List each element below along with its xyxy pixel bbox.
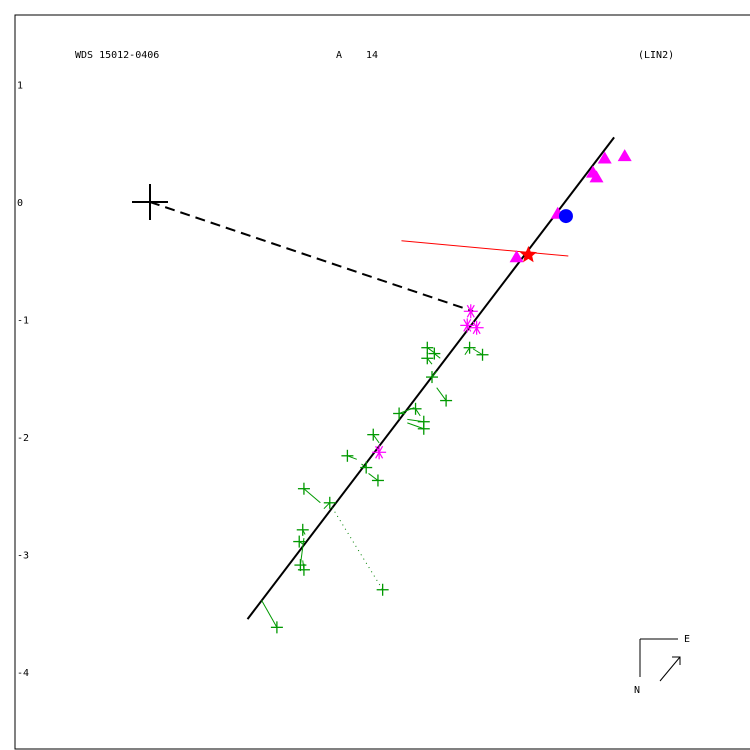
y-tick-label: -2 [17, 433, 29, 444]
asterisk-point [372, 445, 387, 460]
plus-point [440, 394, 453, 407]
dotted-line [331, 507, 384, 591]
header-tag: (LIN2) [638, 50, 674, 61]
header-id: WDS 15012-0406 [75, 50, 159, 61]
header-component: A [336, 50, 342, 61]
plus-point [371, 474, 384, 487]
y-tick-label: -4 [17, 668, 29, 679]
plus-point [360, 461, 373, 474]
plot-lines [132, 136, 615, 620]
y-tick-label: 0 [17, 198, 23, 209]
plus-point [426, 371, 438, 384]
y-axis-ticks: 1 0 -1 -2 -3 -4 [17, 81, 29, 680]
residual-line [464, 347, 471, 356]
plus-point [409, 402, 422, 415]
compass-north-label: N [634, 685, 640, 696]
residual-line [368, 473, 379, 481]
header-number: 14 [366, 50, 378, 61]
compass-arrow-head [672, 656, 681, 665]
residual-line [415, 408, 421, 417]
compass-east-label: E [684, 634, 690, 645]
compass: E N [634, 634, 690, 696]
asterisk-point [469, 320, 484, 335]
compass-motion-arrow [659, 656, 681, 682]
asterisk-point [463, 304, 478, 319]
plus-point [421, 341, 434, 354]
residual-line [372, 434, 380, 444]
y-tick-label: -1 [17, 316, 29, 327]
plus-point [367, 428, 380, 441]
triangle-point [597, 151, 612, 164]
residual-line [407, 422, 424, 430]
plus-point [297, 563, 310, 576]
star-point [519, 245, 537, 263]
plus-point [463, 341, 476, 354]
plot-markers [261, 149, 632, 634]
plot-frame [14, 14, 750, 750]
residual-line [261, 600, 278, 628]
plus-point [270, 621, 283, 634]
plus-point [376, 583, 389, 596]
triangle-point [617, 149, 632, 162]
residual-line [431, 370, 438, 378]
circle-point [558, 209, 573, 224]
plus-point [297, 482, 310, 495]
asterisk-point [460, 318, 475, 333]
residual-line [303, 488, 321, 504]
plus-point [476, 348, 489, 361]
y-tick-label: 1 [17, 81, 23, 92]
plus-point [341, 449, 354, 462]
triangle-point [589, 170, 604, 183]
residual-line [436, 387, 447, 401]
residual-line [472, 348, 483, 356]
plus-point [421, 352, 434, 365]
residual-line [323, 502, 331, 510]
red-line [401, 240, 569, 257]
plus-point [393, 407, 406, 420]
plus-point [417, 422, 430, 435]
plus-point [323, 496, 336, 509]
residual-line [426, 357, 433, 365]
residual-line [434, 353, 441, 359]
plus-point [296, 523, 309, 536]
dashed-line [149, 201, 474, 313]
plus-point [428, 347, 441, 360]
triangle-point [509, 250, 524, 263]
y-tick-label: -3 [17, 551, 29, 562]
